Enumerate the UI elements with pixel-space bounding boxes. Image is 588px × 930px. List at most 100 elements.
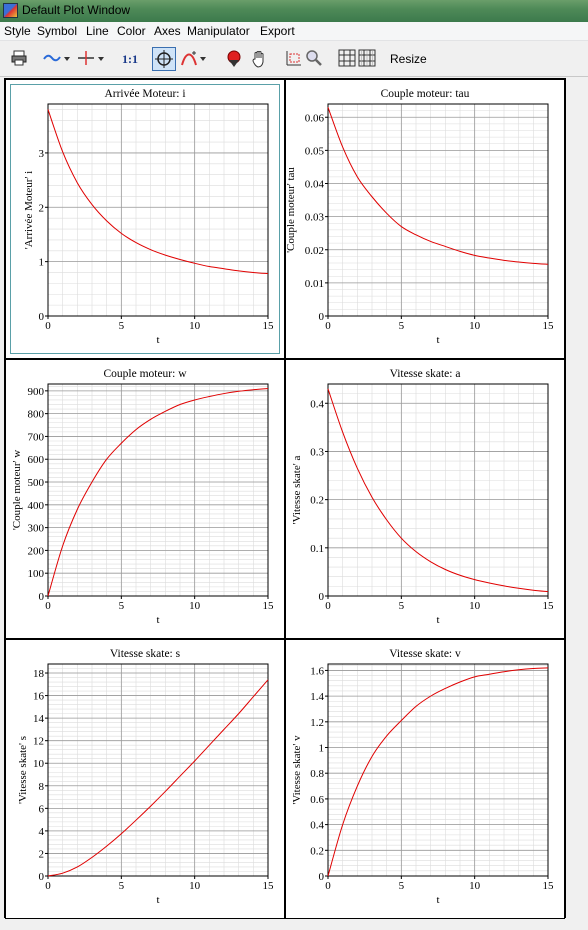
x-tick-label: 10 [469, 880, 481, 892]
y-tick-label: 12 [33, 736, 44, 748]
y-tick-label: 2 [39, 202, 45, 214]
plot-panel[interactable]: Arrivée Moteur: i 0 5 10 15 0 1 2 3 t 'Arrivée Mot… [5, 79, 285, 359]
menu-bar: Style Symbol Line Color Axes Manipulator… [0, 22, 588, 41]
y-tick-label: 0.8 [310, 768, 324, 780]
zoom-box-icon[interactable] [285, 49, 303, 69]
plot-frame [327, 103, 549, 317]
y-tick-label: 1.4 [310, 691, 324, 703]
y-tick-label: 1 [319, 743, 325, 755]
plot-frame [327, 383, 549, 597]
plot-panel[interactable]: Couple moteur: w 0 5 10 15 0 100 200 300 400 500 60… [5, 359, 285, 639]
plot-svg: 0 5 10 15 0 0.1 0.2 0.3 0.4 t 'Vitesse skate' a [291, 383, 555, 626]
x-tick-label: 5 [399, 880, 405, 892]
y-tick-label: 1.6 [310, 665, 324, 677]
selection-frame [10, 84, 280, 354]
y-axis-label: 'Vitesse skate' v [291, 735, 303, 805]
y-tick-label: 18 [33, 668, 45, 680]
y-tick-label: 1.2 [310, 717, 324, 729]
y-tick-label: 0.04 [305, 179, 325, 191]
x-axis-label: t [436, 334, 439, 346]
x-tick-label: 0 [325, 880, 331, 892]
menu-color[interactable]: Color [117, 24, 146, 38]
y-tick-label: 0.2 [310, 845, 324, 857]
y-tick-label: 0.01 [305, 278, 324, 290]
curve-select-icon[interactable] [180, 49, 210, 69]
y-tick-label: 900 [28, 386, 45, 398]
y-tick-label: 500 [28, 477, 45, 489]
x-tick-label: 0 [45, 600, 51, 612]
line-style-icon[interactable] [42, 49, 72, 69]
plot-panel[interactable]: Vitesse skate: v 0 5 10 15 0 0.2 0.4 0.6 0.8 1 1.2 1… [285, 639, 565, 919]
menu-line[interactable]: Line [86, 24, 109, 38]
one-to-one-icon[interactable]: 1:1 [122, 52, 138, 66]
menu-manipulator[interactable]: Manipulator [187, 24, 250, 38]
x-tick-label: 10 [189, 320, 201, 332]
y-tick-label: 0.02 [305, 245, 324, 257]
series-line [327, 667, 549, 877]
menu-style[interactable]: Style [4, 24, 31, 38]
resize-button[interactable]: Resize [390, 52, 427, 66]
grid-fine-icon[interactable] [358, 49, 376, 69]
x-tick-label: 10 [469, 320, 481, 332]
plot-title: Couple moteur: w [103, 368, 187, 380]
plot-svg: 0 5 10 15 0 0.2 0.4 0.6 0.8 1 1.2 1.4 1.6 t 'Vitesse s… [291, 663, 555, 906]
plot-svg: 0 5 10 15 0 100 200 300 400 500 600 700 800 900 t 'Coup… [11, 383, 275, 626]
plot-title: Vitesse skate: a [389, 368, 461, 380]
plot-panel[interactable]: Vitesse skate: s 0 5 10 15 0 2 4 6 8 10 12 14 16 18 t 'V… [5, 639, 285, 919]
series-line [327, 388, 549, 593]
zoom-target-icon[interactable] [152, 47, 176, 71]
y-tick-label: 300 [28, 523, 45, 535]
plot-svg: 0 5 10 15 0 1 2 3 t 'Arrivée Moteur' i [23, 103, 274, 346]
printer-icon[interactable] [10, 49, 28, 69]
window-title: Default Plot Window [22, 3, 131, 17]
series-line [47, 109, 269, 275]
x-axis-label: t [436, 614, 439, 626]
y-axis-label: 'Couple moteur' tau [286, 167, 297, 253]
x-tick-label: 15 [543, 600, 555, 612]
plot-title: Vitesse skate: s [109, 648, 181, 660]
y-tick-label: 0.3 [310, 446, 324, 458]
plot-area: Arrivée Moteur: i 0 5 10 15 0 1 2 3 t 'Arrivée Mot… [4, 78, 566, 919]
y-tick-label: 0.2 [310, 495, 324, 507]
menu-axes[interactable]: Axes [154, 24, 181, 38]
y-tick-label: 0 [39, 311, 45, 323]
menu-export[interactable]: Export [260, 24, 295, 38]
plot-svg: 0 5 10 15 0 0.01 0.02 0.03 0.04 0.05 0.06 t 'Couple … [286, 103, 554, 346]
title-bar: Default Plot Window [0, 0, 588, 22]
y-tick-label: 0.06 [305, 112, 325, 124]
y-tick-label: 0.4 [310, 398, 324, 410]
y-tick-label: 100 [28, 568, 45, 580]
y-tick-label: 2 [39, 848, 45, 860]
y-axis-label: 'Vitesse skate' a [291, 456, 303, 525]
x-tick-label: 5 [399, 320, 405, 332]
menu-symbol[interactable]: Symbol [37, 24, 78, 38]
x-tick-label: 5 [119, 320, 125, 332]
magnifier-icon[interactable] [305, 49, 323, 69]
hand-pan-icon[interactable] [250, 49, 270, 69]
series-line [47, 388, 269, 597]
x-axis-label: t [156, 614, 159, 626]
plot-svg: 0 5 10 15 0 2 4 6 8 10 12 14 16 18 t 'Vitesse skate' s [17, 663, 275, 906]
x-axis-label: t [156, 894, 159, 906]
y-tick-label: 0.03 [305, 212, 325, 224]
y-tick-label: 8 [39, 781, 45, 793]
symbol-icon[interactable] [76, 49, 106, 69]
series-line [47, 679, 269, 877]
x-tick-label: 5 [399, 600, 405, 612]
plot-frame [327, 663, 549, 877]
y-tick-label: 0 [319, 871, 325, 883]
y-tick-label: 400 [28, 500, 45, 512]
plot-title: Vitesse skate: v [389, 648, 461, 660]
y-tick-label: 10 [33, 758, 45, 770]
x-tick-label: 15 [543, 880, 555, 892]
y-tick-label: 1 [39, 257, 45, 269]
plot-panel[interactable]: Couple moteur: tau 0 5 10 15 0 0.01 0.02 0.03 0.0… [285, 79, 565, 359]
x-tick-label: 5 [119, 600, 125, 612]
y-tick-label: 16 [33, 691, 45, 703]
color-drop-icon[interactable] [224, 49, 244, 69]
x-tick-label: 15 [263, 880, 275, 892]
x-tick-label: 15 [263, 600, 275, 612]
plot-panel[interactable]: Vitesse skate: a 0 5 10 15 0 0.1 0.2 0.3 0.4 t 'Vit… [285, 359, 565, 639]
x-tick-label: 0 [45, 320, 51, 332]
grid-icon[interactable] [338, 49, 356, 69]
